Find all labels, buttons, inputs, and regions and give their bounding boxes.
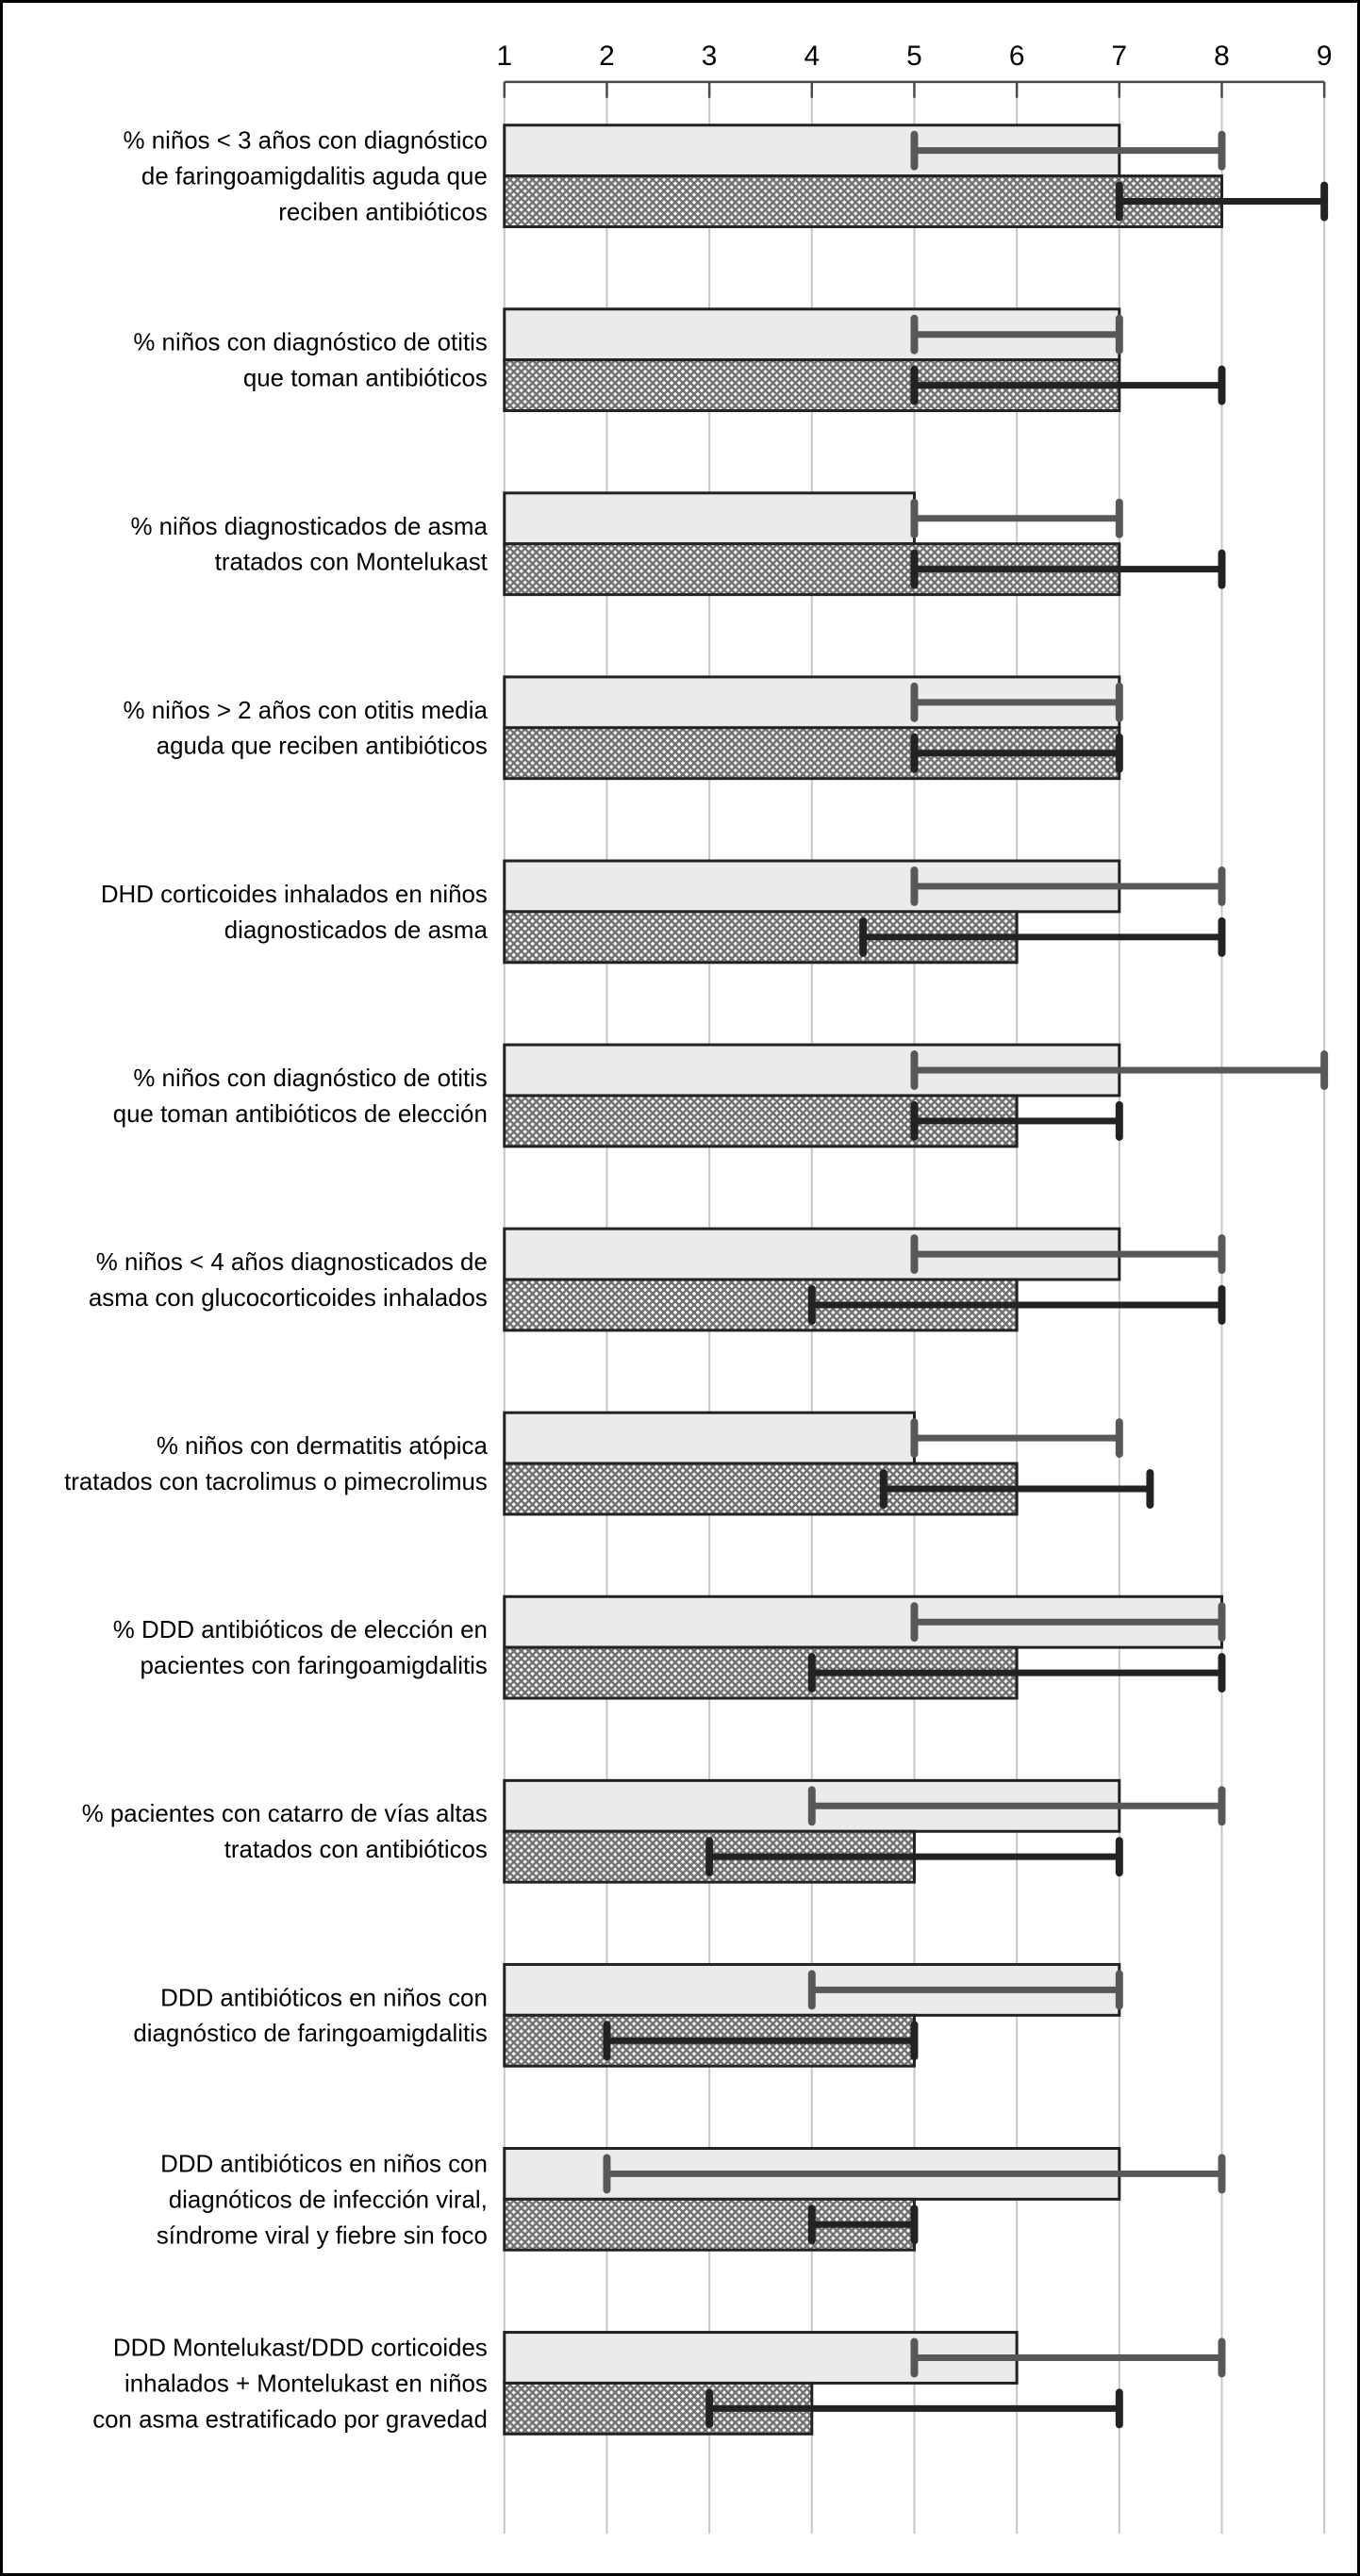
category-label: % niños diagnosticados de asma tratados c… [130, 514, 488, 576]
x-axis-tick-label: 5 [906, 41, 922, 72]
category-label: % niños > 2 años con otitis media aguda q… [124, 698, 489, 760]
bar-light [503, 1411, 916, 1465]
x-axis-tick-label: 8 [1214, 41, 1230, 72]
x-axis-tick-label: 7 [1111, 41, 1127, 72]
category-label: % pacientes con catarro de vías altas tra… [82, 1801, 488, 1863]
category-label: % niños < 3 años con diagnóstico de farin… [124, 128, 488, 226]
category-label: DDD antibióticos en niños con diagnóticos… [157, 2151, 488, 2249]
bar-light [503, 491, 916, 546]
x-axis-tick-label: 1 [496, 41, 512, 72]
x-axis-tick-label: 6 [1009, 41, 1025, 72]
category-label: % niños con dermatitis atópica tratados c… [64, 1433, 488, 1495]
category-label: DHD corticoides inhalados en niños diagno… [101, 882, 489, 944]
category-label: DDD antibióticos en niños con diagnóstico… [133, 1985, 488, 2047]
bar-hatched [503, 174, 1223, 228]
category-label: % niños con diagnóstico de otitis que tom… [133, 330, 488, 392]
category-label: % niños con diagnóstico de otitis que tom… [113, 1065, 488, 1128]
bar-chart: 1 2 3 4 5 6 7 8 9 % niños < 3 años con diagnóstic… [64, 41, 1333, 2535]
x-axis-tick-label: 2 [599, 41, 615, 72]
category-label: % niños < 4 años diagnosticados de asma c… [89, 1249, 488, 1312]
category-label: DDD Montelukast/DDD corticoides inhalados… [92, 2335, 488, 2433]
x-axis-tick-label: 4 [804, 41, 820, 72]
x-axis-tick-label: 9 [1317, 41, 1333, 72]
x-axis-tick-label: 3 [702, 41, 718, 72]
category-label: % DDD antibióticos de elección en pacient… [113, 1617, 488, 1679]
